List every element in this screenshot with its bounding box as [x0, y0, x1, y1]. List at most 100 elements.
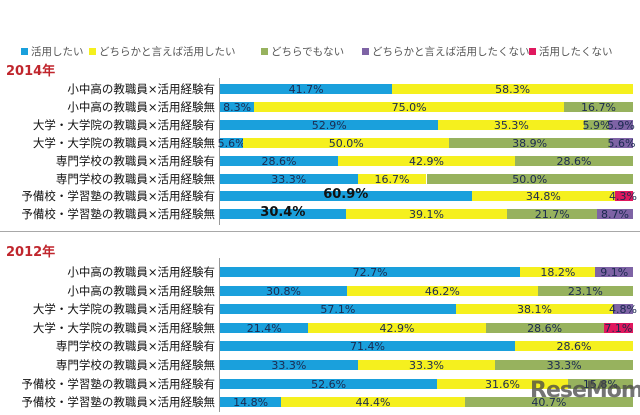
category-label: 専門学校の教職員×活用経験無: [55, 171, 215, 186]
chart-legend: 活用したい どちらかと言えば活用したい どちらでもない どちらかと言えば活用したくない…: [0, 44, 640, 60]
bar-segment: [243, 137, 450, 148]
bar-segment: [495, 360, 633, 370]
data-label: 28.6%: [556, 154, 592, 168]
bar-segment: [220, 101, 255, 112]
data-label: 4.8%: [609, 303, 637, 317]
bar-segment: [220, 267, 521, 277]
data-label: 60.9%: [323, 187, 369, 203]
data-label: 38.9%: [512, 136, 548, 150]
data-label: 14.8%: [233, 396, 269, 410]
data-label: 28.6%: [527, 321, 563, 335]
bar-segment: [220, 378, 438, 389]
data-label: 30.8%: [266, 284, 302, 298]
bar-segment: [220, 84, 393, 94]
data-label: 42.9%: [379, 321, 415, 335]
y-axis-line: [219, 78, 220, 225]
data-label: 44.4%: [355, 396, 391, 410]
data-label: 4.3%: [609, 190, 637, 204]
bar-segment: [220, 304, 456, 315]
data-label: 15.8%: [582, 377, 618, 391]
y-axis-line: [219, 258, 220, 412]
bar-segment: [220, 191, 472, 202]
data-label: 7.1%: [604, 321, 633, 335]
data-label: 28.6%: [261, 154, 297, 168]
bar-segment: [220, 341, 515, 352]
data-label: 40.7%: [531, 396, 567, 410]
data-label: 5.9%: [582, 118, 611, 132]
legend-label: どちらかと言えば活用したい: [99, 46, 236, 58]
bar-segment: [507, 209, 598, 220]
panel-title-2014: 2014年: [6, 64, 56, 79]
bar-segment: [392, 84, 633, 94]
bar-segment: [567, 378, 633, 389]
data-label: 58.3%: [495, 83, 531, 96]
data-label: 50.0%: [512, 172, 548, 186]
data-label: 21.7%: [534, 208, 570, 222]
category-label: 小中高の教職員×活用経験有: [67, 265, 215, 279]
section-divider: [0, 231, 640, 232]
data-label: 18.2%: [540, 266, 576, 279]
legend-swatch: [261, 48, 268, 55]
bar-segment: [438, 119, 585, 130]
category-label: 専門学校の教職員×活用経験有: [55, 153, 215, 168]
category-label: 専門学校の教職員×活用経験無: [55, 358, 215, 372]
legend-item: 活用したい: [21, 44, 84, 59]
bar-segment: [220, 397, 282, 408]
data-label: 5.9%: [606, 118, 635, 132]
data-label: 33.3%: [271, 172, 307, 186]
bar-segment: [220, 285, 348, 296]
data-label: 52.6%: [311, 377, 347, 391]
legend-item: 活用したくない: [529, 44, 613, 59]
data-label: 46.2%: [424, 284, 460, 298]
category-label: 小中高の教職員×活用経験無: [67, 99, 215, 114]
data-label: 38.1%: [517, 303, 552, 317]
legend-label: どちらでもない: [271, 46, 345, 58]
legend-swatch: [362, 48, 369, 55]
legend-item: どちらかと言えば活用したくない: [362, 44, 530, 59]
data-label: 9.1%: [600, 266, 629, 279]
data-label: 35.3%: [493, 118, 529, 132]
bar-segment: [471, 191, 616, 202]
category-label: 予備校・学習塾の教職員×活用経験有: [21, 376, 215, 391]
data-label: 41.7%: [288, 83, 324, 96]
bar-segment: [220, 360, 358, 370]
data-label: 23.1%: [567, 284, 603, 298]
data-label: 71.4%: [349, 340, 385, 354]
legend-label: 活用したい: [31, 46, 84, 58]
bar-segment: [564, 101, 633, 112]
bar-segment: [609, 137, 633, 148]
category-label: 大学・大学院の教職員×活用経験無: [32, 135, 215, 150]
legend-swatch: [21, 48, 28, 55]
data-label: 52.9%: [311, 118, 347, 132]
bar-segment: [595, 267, 633, 277]
bar-segment: [357, 360, 496, 370]
bar-segment: [515, 155, 633, 166]
data-label: 16.7%: [374, 172, 410, 186]
bar-segment: [220, 209, 346, 220]
bar-segment: [455, 304, 614, 315]
bar-segment: [615, 191, 633, 202]
data-label: 31.6%: [485, 377, 520, 391]
data-label: 33.3%: [271, 359, 307, 372]
bar-segment: [254, 101, 565, 112]
data-label: 16.7%: [581, 100, 616, 114]
bar-segment: [357, 173, 427, 184]
data-label: 30.4%: [260, 205, 306, 221]
bar-segment: [220, 137, 244, 148]
bar-segment: [449, 137, 610, 148]
data-label: 5.6%: [217, 136, 246, 150]
legend-label: どちらかと言えば活用したくない: [372, 46, 530, 58]
category-label: 予備校・学習塾の教職員×活用経験有: [21, 189, 215, 204]
legend-label: 活用したくない: [539, 46, 613, 58]
data-label: 33.3%: [409, 359, 444, 372]
legend-swatch: [89, 48, 96, 55]
data-label: 42.9%: [409, 154, 444, 168]
bar-segment: [220, 322, 309, 333]
data-label: 8.7%: [601, 208, 629, 222]
bar-segment: [345, 209, 508, 220]
bar-segment: [584, 119, 609, 130]
legend-swatch: [529, 48, 536, 55]
bar-segment: [603, 322, 633, 333]
bar-segment: [437, 378, 568, 389]
data-label: 50.0%: [328, 136, 364, 150]
